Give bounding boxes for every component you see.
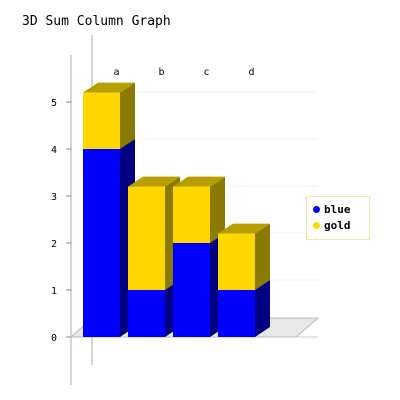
bar-top-gold-d — [218, 223, 270, 234]
x-tick-label: d — [248, 67, 254, 78]
legend-item-series-2: gold — [313, 219, 351, 232]
y-tick-label: 5 — [51, 98, 57, 109]
bar-side-blue-d — [255, 280, 270, 337]
bar-top-gold-c — [173, 176, 225, 187]
y-tick-label: 1 — [51, 286, 57, 297]
y-tick-label: 2 — [51, 239, 57, 250]
y-tick-label: 0 — [51, 333, 57, 344]
bar-blue-c — [173, 243, 210, 337]
x-tick-label: c — [203, 67, 209, 78]
bar-blue-b — [128, 290, 165, 337]
y-tick-label: 4 — [51, 145, 57, 156]
bar-top-gold-a — [83, 82, 135, 93]
bar-side-gold-c — [210, 176, 225, 243]
bar-side-gold-d — [255, 223, 270, 290]
bar-blue-d — [218, 290, 255, 337]
legend-label: gold — [324, 219, 351, 232]
bar-blue-a — [83, 149, 120, 337]
legend-dot-icon — [313, 221, 320, 229]
bar-top-gold-b — [128, 176, 180, 187]
axis-labels: 0 1 2 3 4 5 a b c d — [51, 67, 255, 344]
bar-side-gold-a — [120, 82, 135, 149]
bar-gold-d — [218, 233, 255, 290]
bar-gold-b — [128, 186, 165, 290]
bars — [83, 82, 270, 337]
bar-gold-a — [83, 92, 120, 149]
y-tick-label: 3 — [51, 192, 57, 203]
chart-title: 3D Sum Column Graph — [22, 14, 171, 29]
legend-dot-icon — [313, 205, 320, 213]
x-tick-label: a — [113, 67, 119, 78]
bar-gold-c — [173, 186, 210, 243]
x-tick-label: b — [158, 67, 164, 78]
legend-label: blue — [324, 203, 351, 216]
legend: blue gold — [306, 196, 370, 240]
legend-item-series-1: blue — [313, 203, 351, 216]
